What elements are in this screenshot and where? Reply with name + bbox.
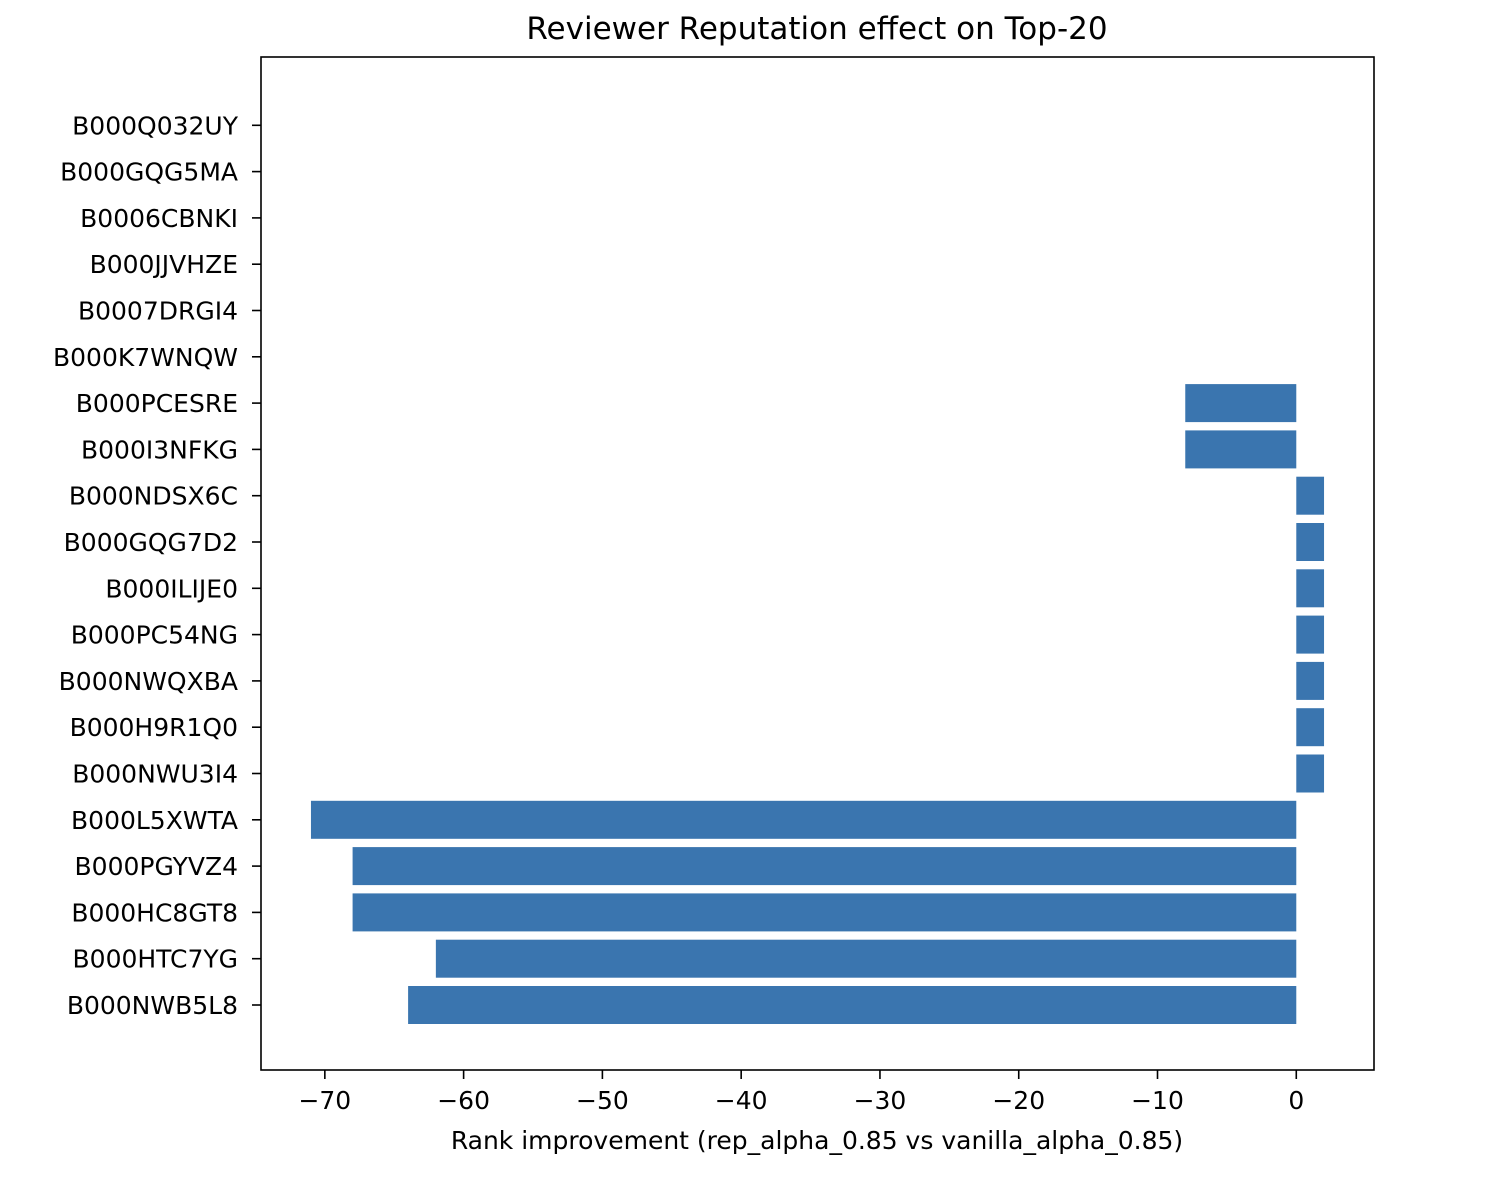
y-tick-label: B000PCESRE xyxy=(76,389,238,418)
x-tick-label: −20 xyxy=(992,1086,1045,1115)
y-tick-label: B000PC54NG xyxy=(71,621,238,650)
y-tick-label: B000Q032UY xyxy=(72,111,239,140)
y-tick-label: B000NWB5L8 xyxy=(67,991,238,1020)
y-tick-label: B000HTC7YG xyxy=(73,945,238,974)
y-tick-label: B0007DRGI4 xyxy=(78,297,238,326)
y-tick-label: B000ILIJE0 xyxy=(105,574,238,603)
plot-frame xyxy=(260,56,1375,1071)
bar-B000NWB5L8 xyxy=(408,986,1297,1024)
x-axis-ticks: −70 −60 −50 −40 −30 −20 −10 0 xyxy=(298,1070,1304,1115)
bar-B000ILIJE0 xyxy=(1296,569,1325,608)
bar-B000NWQXBA xyxy=(1296,661,1325,700)
y-tick-label: B000NWQXBA xyxy=(59,667,238,696)
bar-B000NWU3I4 xyxy=(1296,754,1325,793)
x-tick-label: −70 xyxy=(298,1086,351,1115)
x-tick-label: 0 xyxy=(1288,1086,1304,1115)
bar-B000I3NFKG xyxy=(1185,430,1297,469)
bar-B000H9R1Q0 xyxy=(1296,708,1325,747)
bar-B000L5XWTA xyxy=(310,800,1297,839)
y-tick-label: B000GQG7D2 xyxy=(64,528,238,557)
y-tick-label: B000H9R1Q0 xyxy=(70,713,238,742)
y-tick-label: B000L5XWTA xyxy=(71,806,238,835)
bar-B000GQG7D2 xyxy=(1296,523,1325,561)
bar-B000PGYVZ4 xyxy=(352,847,1297,886)
x-tick-label: −10 xyxy=(1131,1086,1184,1115)
y-tick-label: B000K7WNQW xyxy=(53,343,238,372)
bar-B000HC8GT8 xyxy=(352,893,1297,932)
x-tick-label: −30 xyxy=(854,1086,907,1115)
x-tick-label: −50 xyxy=(576,1086,629,1115)
y-tick-label: B000GQG5MA xyxy=(60,158,238,187)
chart-title: Reviewer Reputation effect on Top-20 xyxy=(526,11,1107,47)
y-tick-label: B000NWU3I4 xyxy=(72,760,238,789)
y-tick-label: B000JJVHZE xyxy=(90,250,238,279)
bar-B000PCESRE xyxy=(1185,384,1297,423)
y-tick-label: B000PGYVZ4 xyxy=(75,852,238,881)
bar-B000HTC7YG xyxy=(435,939,1297,978)
x-tick-label: −40 xyxy=(715,1086,768,1115)
y-tick-label: B0006CBNKI xyxy=(80,204,238,233)
x-axis-label: Rank improvement (rep_alpha_0.85 vs vani… xyxy=(451,1126,1183,1155)
y-tick-label: B000NDSX6C xyxy=(69,482,238,511)
bar-B000NDSX6C xyxy=(1296,476,1325,515)
y-axis-ticks: B000NWB5L8 B000HTC7YG B000HC8GT8 B000PGYVZ4… xyxy=(53,111,261,1020)
bar-B000PC54NG xyxy=(1296,615,1325,654)
x-tick-label: −60 xyxy=(437,1086,490,1115)
bars-layer xyxy=(310,384,1325,1024)
y-tick-label: B000I3NFKG xyxy=(81,435,238,464)
y-tick-label: B000HC8GT8 xyxy=(71,898,238,927)
